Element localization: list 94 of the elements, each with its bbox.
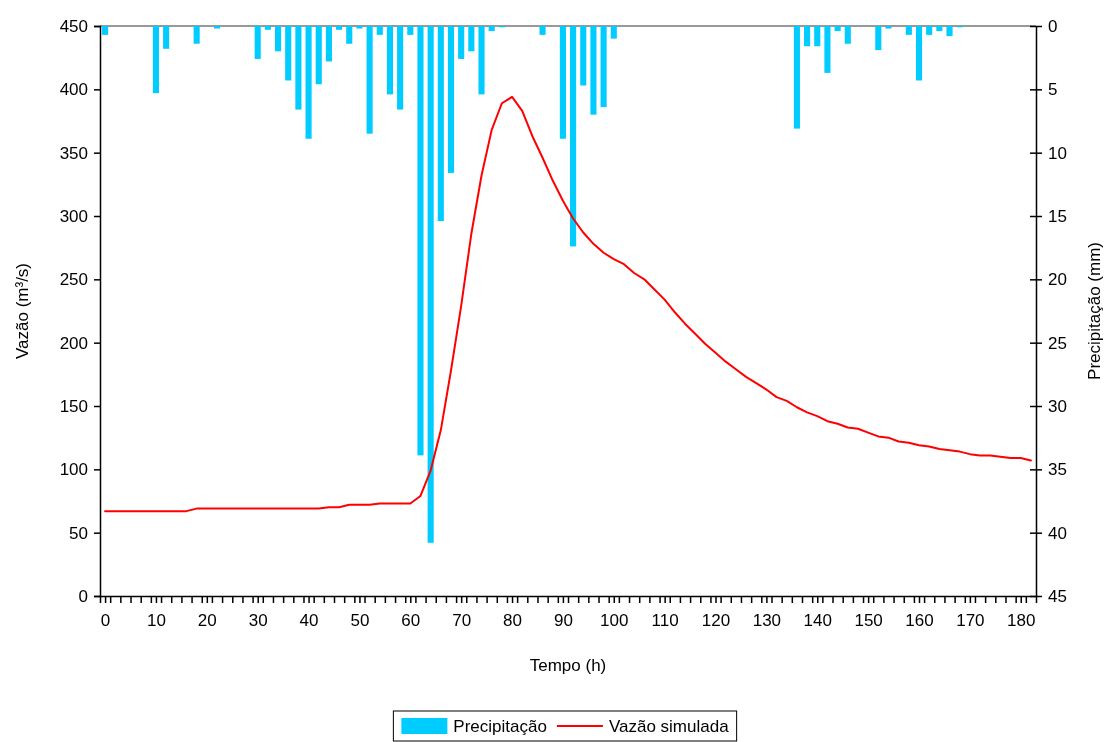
bar bbox=[885, 26, 892, 29]
x-axis-title: Tempo (h) bbox=[529, 656, 607, 675]
bar bbox=[793, 26, 800, 129]
y-tick-label: 350 bbox=[59, 143, 88, 163]
bar bbox=[814, 26, 821, 47]
x-tick-label: 60 bbox=[401, 611, 421, 631]
y-tick-label: 0 bbox=[78, 586, 88, 606]
bar bbox=[264, 26, 271, 30]
bar bbox=[305, 26, 312, 139]
bar bbox=[905, 26, 912, 35]
bar bbox=[488, 26, 495, 32]
y2-tick-label: 20 bbox=[1048, 270, 1067, 290]
bar bbox=[285, 26, 292, 81]
x-tick-label: 20 bbox=[197, 611, 217, 631]
bar bbox=[478, 26, 485, 95]
x-tick-label: 40 bbox=[299, 611, 319, 631]
bar bbox=[834, 26, 841, 32]
bar bbox=[336, 26, 343, 30]
bar bbox=[193, 26, 200, 44]
bar bbox=[610, 26, 617, 39]
bar bbox=[844, 26, 851, 44]
x-tick-label: 90 bbox=[553, 611, 573, 631]
y2-tick-label: 30 bbox=[1048, 396, 1067, 416]
bar bbox=[356, 26, 363, 29]
bar bbox=[397, 26, 404, 110]
y-tick-label: 300 bbox=[59, 206, 88, 226]
bar bbox=[936, 26, 943, 32]
x-tick-label: 10 bbox=[147, 611, 166, 631]
bar bbox=[458, 26, 465, 59]
bar bbox=[213, 26, 221, 29]
line-series bbox=[104, 95, 1032, 513]
y2-tick-label: 0 bbox=[1048, 16, 1058, 36]
y-tick-label: 400 bbox=[59, 80, 88, 100]
x-tick-label: 100 bbox=[600, 611, 629, 631]
bar bbox=[376, 26, 383, 35]
bar bbox=[366, 26, 373, 134]
bar bbox=[407, 26, 414, 35]
x-tick-label: 130 bbox=[752, 611, 782, 631]
x-tick-label: 180 bbox=[1007, 611, 1036, 631]
bar bbox=[875, 26, 882, 51]
bar bbox=[163, 26, 170, 49]
y-axis-title: Vazão (m³/s) bbox=[13, 262, 32, 360]
x-tick-label: 170 bbox=[956, 611, 985, 631]
x-tick-label: 160 bbox=[905, 611, 934, 631]
bar bbox=[386, 26, 394, 95]
bar bbox=[274, 26, 282, 52]
bar bbox=[295, 26, 302, 110]
y-tick-label: 250 bbox=[59, 270, 88, 290]
y-tick-label: 50 bbox=[69, 523, 88, 543]
x-tick-label: 140 bbox=[803, 611, 832, 631]
bar bbox=[915, 26, 923, 81]
x-tick-label: 120 bbox=[701, 611, 731, 631]
legend-label: Precipitação bbox=[453, 717, 547, 736]
bar bbox=[152, 26, 160, 94]
bar bbox=[468, 26, 475, 52]
bar bbox=[254, 26, 261, 59]
y2-tick-label: 40 bbox=[1048, 523, 1067, 543]
bar bbox=[600, 26, 607, 108]
bar bbox=[447, 26, 455, 173]
bar bbox=[590, 26, 597, 115]
y2-axis-title: Precipitação (mm) bbox=[1085, 242, 1104, 380]
x-tick-label: 150 bbox=[854, 611, 883, 631]
x-tick-label: 0 bbox=[100, 611, 111, 631]
y2-tick-label: 15 bbox=[1048, 206, 1067, 226]
bar bbox=[102, 26, 109, 35]
bar bbox=[346, 26, 353, 44]
y-tick-label: 150 bbox=[59, 396, 88, 416]
bar bbox=[804, 26, 811, 47]
bar bbox=[559, 26, 566, 139]
y2-tick-label: 45 bbox=[1048, 586, 1067, 606]
x-tick-label: 80 bbox=[503, 611, 522, 631]
y-tick-label: 100 bbox=[59, 460, 88, 480]
bar bbox=[427, 26, 434, 543]
x-tick-label: 110 bbox=[651, 611, 679, 631]
y-tick-label: 200 bbox=[59, 333, 88, 353]
y2-tick-label: 35 bbox=[1048, 460, 1067, 480]
y2-tick-label: 5 bbox=[1048, 80, 1058, 100]
bar bbox=[539, 26, 546, 35]
y2-tick-label: 10 bbox=[1048, 143, 1067, 163]
bar bbox=[570, 26, 577, 247]
bar bbox=[417, 26, 424, 456]
x-tick-label: 70 bbox=[452, 611, 472, 631]
bar bbox=[946, 26, 953, 37]
legend-label: Vazão simulada bbox=[608, 717, 730, 736]
bar bbox=[824, 26, 831, 73]
bar bbox=[926, 26, 933, 35]
bar bbox=[437, 26, 444, 222]
bar bbox=[325, 26, 332, 62]
x-tick-label: 50 bbox=[350, 611, 370, 631]
y2-tick-label: 25 bbox=[1048, 333, 1067, 353]
bar bbox=[315, 26, 322, 85]
bar bbox=[580, 26, 587, 86]
x-tick-label: 30 bbox=[248, 611, 268, 631]
y-tick-label: 450 bbox=[59, 16, 88, 36]
